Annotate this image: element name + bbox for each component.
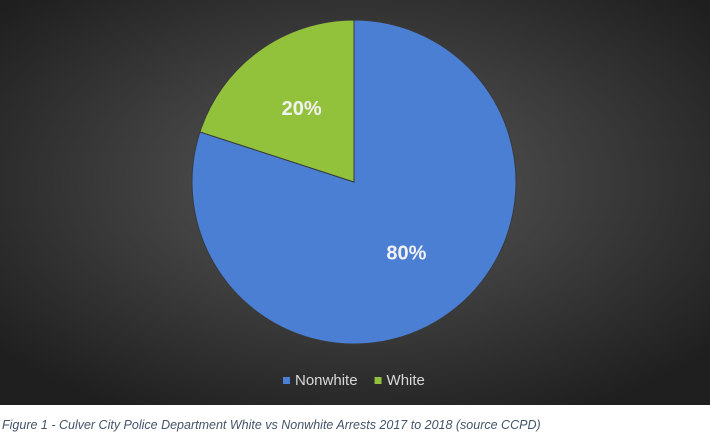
chart: 80% 20% Nonwhite White — [0, 0, 710, 405]
legend-label: White — [387, 372, 425, 389]
pie-slice — [199, 19, 355, 183]
caption: Figure 1 - Culver City Police Department… — [2, 418, 541, 432]
data-label: 20% — [282, 98, 322, 120]
legend-marker — [374, 377, 382, 384]
legend-label: Nonwhite — [295, 372, 358, 389]
legend-marker — [283, 377, 290, 384]
data-label: 80% — [386, 242, 426, 264]
